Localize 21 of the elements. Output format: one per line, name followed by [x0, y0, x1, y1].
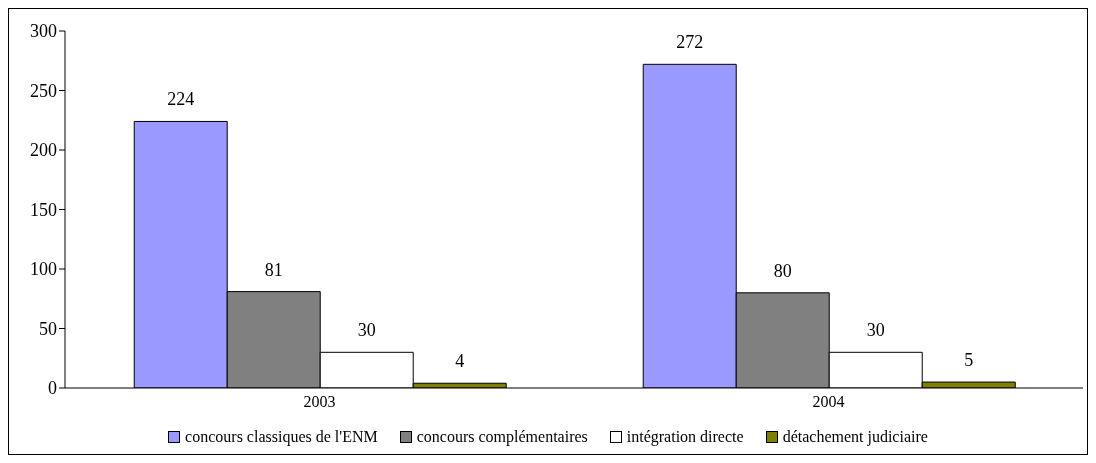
y-tick-label: 300 [30, 21, 57, 42]
data-label: 272 [676, 32, 704, 53]
data-label: 4 [455, 351, 465, 372]
y-tick-label: 200 [30, 140, 57, 161]
y-tick-label: 50 [39, 318, 57, 339]
legend-label: concours complémentaires [416, 428, 588, 446]
data-label: 224 [167, 89, 195, 110]
legend-label: concours classiques de l'ENM [185, 428, 378, 446]
data-label: 81 [264, 259, 283, 280]
y-tick-label: 150 [30, 199, 57, 220]
data-label: 80 [773, 260, 792, 281]
y-tick-label: 250 [30, 80, 57, 101]
y-tick-label: 100 [30, 259, 57, 280]
legend-label: détachement judiciaire [782, 428, 928, 446]
data-label: 30 [866, 320, 885, 341]
x-tick-label: 2003 [303, 393, 336, 411]
y-tick-label: 0 [48, 378, 57, 399]
legend-label: intégration directe [626, 428, 744, 446]
data-label: 5 [964, 350, 974, 371]
data-label: 30 [357, 320, 376, 341]
x-tick-label: 2004 [812, 393, 845, 411]
